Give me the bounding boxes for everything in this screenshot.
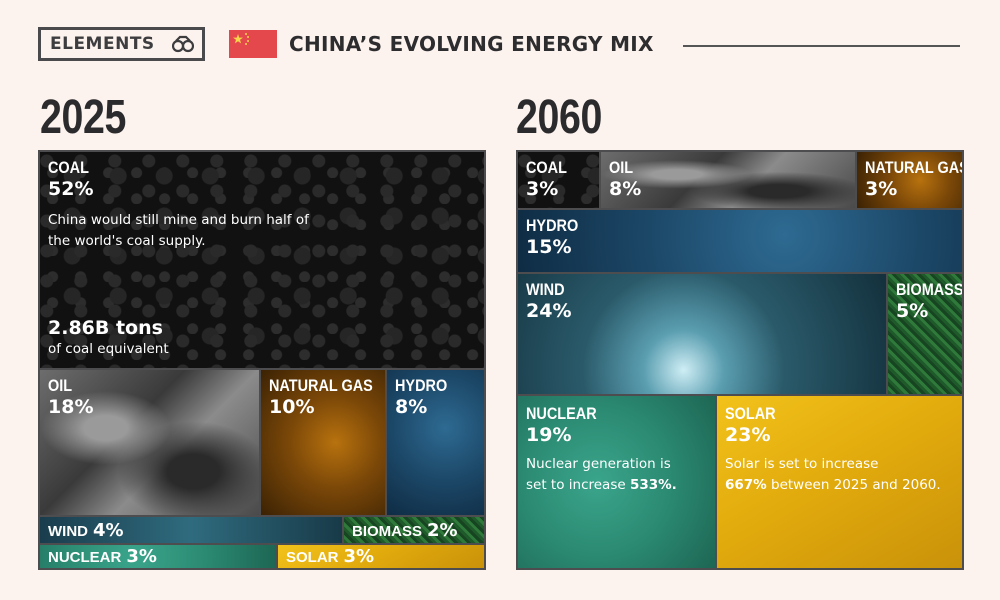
nuclear-pct: 19% — [526, 424, 572, 446]
solar-label: SOLAR — [725, 404, 776, 423]
wind-pct: 24% — [526, 300, 572, 322]
cell-2025-wind: WIND 4% — [40, 517, 342, 543]
nuclear-label: NUCLEAR — [48, 549, 122, 566]
cell-2060-hydro: HYDRO 15% — [518, 210, 962, 272]
oil-pct: 8% — [609, 178, 642, 200]
natural-gas-label: NATURAL GAS — [865, 158, 962, 177]
cell-2025-hydro: HYDRO 8% — [387, 370, 484, 515]
biomass-pct: 5% — [896, 300, 929, 322]
treemap-2060: COAL 3% OIL 8% NATURAL GAS 3% HYDRO 15% … — [516, 150, 964, 570]
cell-2025-solar: SOLAR 3% — [278, 545, 484, 568]
solar-note: Solar is set to increase 667% between 20… — [725, 454, 960, 496]
biomass-pct: 2% — [427, 520, 458, 541]
logo: ELEMENTS — [38, 27, 205, 61]
nuclear-note: Nuclear generation is set to increase 53… — [526, 454, 711, 496]
coal-amount-value: 2.86B tons — [48, 317, 163, 339]
year-2025-heading: 2025 — [40, 91, 126, 144]
cell-2025-natural-gas: NATURAL GAS 10% — [261, 370, 385, 515]
hydro-label: HYDRO — [526, 216, 579, 235]
wind-label: WIND — [48, 523, 88, 540]
solar-note-b: between 2025 and 2060. — [771, 477, 941, 493]
oil-pct: 18% — [48, 396, 94, 418]
natural-gas-label: NATURAL GAS — [269, 376, 373, 395]
wind-pct: 4% — [93, 520, 124, 541]
nuclear-label: NUCLEAR — [526, 404, 597, 423]
oil-label: OIL — [48, 376, 73, 395]
natural-gas-pct: 3% — [865, 178, 898, 200]
cell-2060-oil: OIL 8% — [601, 152, 855, 208]
cell-2060-wind: WIND 24% — [518, 274, 886, 394]
year-2060-heading: 2060 — [516, 91, 602, 144]
coal-label: COAL — [48, 158, 89, 177]
coal-label: COAL — [526, 158, 567, 177]
oil-label: OIL — [609, 158, 634, 177]
cell-2060-nuclear: NUCLEAR 19% Nuclear generation is set to… — [518, 396, 715, 568]
solar-label: SOLAR — [286, 549, 339, 566]
natural-gas-pct: 10% — [269, 396, 315, 418]
hydro-pct: 8% — [395, 396, 428, 418]
china-flag-icon — [229, 30, 277, 58]
treemap-2025: COAL 52% China would still mine and burn… — [38, 150, 486, 570]
cell-2060-biomass: BIOMASS 5% — [888, 274, 962, 394]
title-divider — [683, 45, 960, 47]
cell-2025-biomass: BIOMASS 2% — [344, 517, 484, 543]
coal-pct: 3% — [526, 178, 559, 200]
coal-pct: 52% — [48, 178, 94, 200]
cell-2025-oil: OIL 18% — [40, 370, 259, 515]
nuclear-pct: 3% — [126, 546, 157, 567]
hydro-label: HYDRO — [395, 376, 448, 395]
cell-2025-nuclear: NUCLEAR 3% — [40, 545, 276, 568]
coal-amount-sub: of coal equivalent — [48, 341, 169, 357]
binoculars-icon — [172, 35, 194, 53]
nuclear-note-a: Nuclear generation is — [526, 456, 671, 472]
cell-2025-coal: COAL 52% China would still mine and burn… — [40, 152, 484, 368]
biomass-label: BIOMASS — [352, 523, 423, 540]
logo-label: ELEMENTS — [50, 34, 155, 54]
nuclear-note-bold: 533%. — [629, 477, 677, 493]
hydro-pct: 15% — [526, 236, 572, 258]
solar-pct: 23% — [725, 424, 771, 446]
cell-2060-solar: SOLAR 23% Solar is set to increase 667% … — [717, 396, 962, 568]
cell-2060-natural-gas: NATURAL GAS 3% — [857, 152, 962, 208]
biomass-label: BIOMASS — [896, 280, 962, 299]
wind-label: WIND — [526, 280, 565, 299]
solar-note-bold: 667% — [725, 477, 767, 493]
nuclear-note-b: set to increase — [526, 477, 626, 493]
solar-note-a: Solar is set to increase — [725, 456, 879, 472]
solar-pct: 3% — [343, 546, 375, 567]
coal-amount: 2.86B tons of coal equivalent — [48, 317, 169, 360]
cell-2060-coal: COAL 3% — [518, 152, 599, 208]
page-title: CHINA’S EVOLVING ENERGY MIX — [289, 32, 654, 56]
coal-note: China would still mine and burn half of … — [48, 212, 309, 249]
